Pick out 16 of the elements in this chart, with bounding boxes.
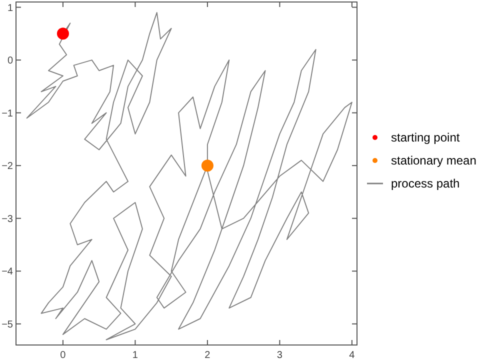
y-tick-label: −4 [2,266,14,278]
legend-label: stationary mean [391,154,476,168]
y-tick-label: 1 [7,2,14,14]
legend-label: starting point [391,130,460,144]
x-tick-label: 3 [276,350,283,361]
legend-label: process path [391,176,460,190]
y-tick-label: −2 [2,161,14,172]
line-series [26,12,352,340]
x-tick-label: 4 [349,350,356,361]
x-tick-label: 1 [132,350,138,361]
x-tick-label: 0 [60,350,66,361]
y-tick-label: 0 [7,56,14,67]
x-tick-label: 2 [204,350,211,361]
y-tick-label: −5 [2,319,14,330]
y-tick-label: −1 [2,108,14,120]
y-tick-label: −3 [2,214,14,225]
